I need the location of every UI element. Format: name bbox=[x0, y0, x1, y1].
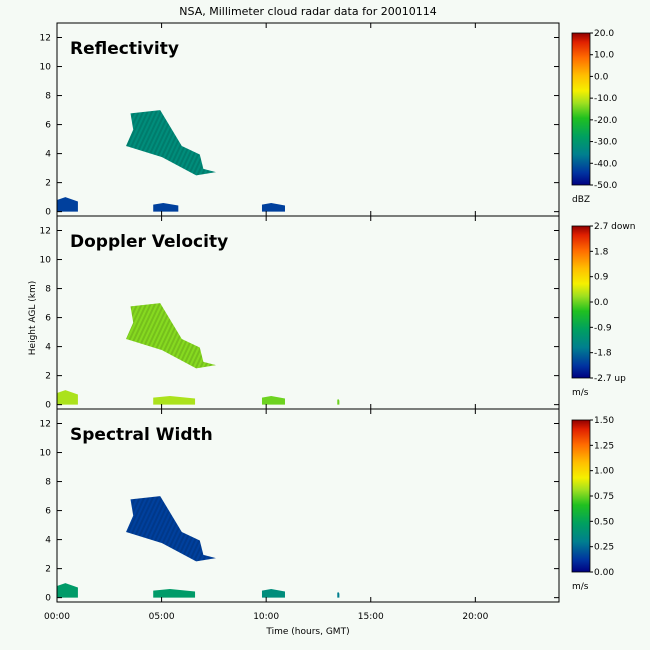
panels-group: 024681012Reflectivity20.010.00.0-10.0-20… bbox=[40, 22, 635, 622]
y-tick-label: 10 bbox=[40, 256, 52, 266]
colorbar bbox=[571, 225, 591, 379]
colorbar-unit: m/s bbox=[572, 582, 589, 592]
plot-frame bbox=[56, 408, 560, 603]
echo-texture bbox=[126, 303, 216, 369]
x-tick-label: 05:00 bbox=[149, 612, 175, 622]
colorbar-tick-label: -40.0 bbox=[594, 159, 618, 169]
colorbar-tick-label: 1.50 bbox=[594, 416, 614, 426]
echo-region bbox=[337, 591, 340, 598]
echo-region bbox=[337, 398, 340, 405]
colorbar-tick-label: 0.25 bbox=[594, 543, 614, 553]
y-tick-label: 6 bbox=[45, 507, 51, 517]
echo-region bbox=[261, 588, 285, 598]
colorbar-tick-label: 2.7 down bbox=[594, 222, 635, 232]
colorbar-tick-label: 1.8 bbox=[594, 247, 609, 257]
y-tick-label: 8 bbox=[45, 92, 51, 102]
colorbar-tick-label: -20.0 bbox=[594, 116, 618, 126]
y-tick-label: 12 bbox=[40, 420, 51, 430]
panel-doppler-velocity: 0 2 4 6 8 10 12 Doppler Velocity 2.7 down 1.8 0.9 0… bbox=[40, 215, 635, 411]
y-tick-label: 6 bbox=[45, 314, 51, 324]
y-tick-label: 12 bbox=[40, 227, 51, 237]
x-tick-label: 20:00 bbox=[462, 612, 488, 622]
figure-title: NSA, Millimeter cloud radar data for 200… bbox=[179, 5, 436, 18]
echo-region bbox=[153, 588, 196, 598]
y-tick-label: 4 bbox=[45, 343, 51, 353]
y-tick-label: 4 bbox=[45, 150, 51, 160]
x-tick-label: 10:00 bbox=[253, 612, 279, 622]
colorbar-tick-label: 1.25 bbox=[594, 441, 614, 451]
y-tick-label: 2 bbox=[45, 179, 51, 189]
y-tick-label: 12 bbox=[40, 34, 51, 44]
panel-title: Doppler Velocity bbox=[70, 232, 228, 252]
colorbar-tick-label: 0.0 bbox=[594, 298, 609, 308]
colorbar bbox=[571, 419, 591, 573]
colorbar-tick-label: 0.50 bbox=[594, 517, 614, 527]
echo-texture bbox=[126, 496, 216, 562]
echo-region bbox=[57, 583, 78, 598]
echo-region bbox=[57, 197, 78, 212]
colorbar-tick-label: -10.0 bbox=[594, 94, 618, 104]
y-axis-label: Height AGL (km) bbox=[28, 281, 38, 355]
y-tick-label: 4 bbox=[45, 536, 51, 546]
x-tick-label: 00:00 bbox=[44, 612, 70, 622]
colorbar-tick-label: 0.00 bbox=[594, 568, 614, 578]
echo-region bbox=[261, 202, 285, 212]
panel-reflectivity: 0 2 4 6 8 10 12 Reflectivity 20.0 10.0 0.0 -10.0 -20… bbox=[40, 22, 618, 218]
colorbar bbox=[571, 32, 591, 186]
echo-texture bbox=[126, 110, 216, 176]
panel-title: Spectral Width bbox=[70, 425, 213, 445]
y-tick-label: 2 bbox=[45, 372, 51, 382]
echo-region bbox=[261, 395, 285, 405]
colorbar-tick-label: 10.0 bbox=[594, 51, 614, 61]
echo-region bbox=[153, 202, 179, 212]
panel-title: Reflectivity bbox=[70, 39, 179, 59]
y-tick-label: 6 bbox=[45, 121, 51, 131]
colorbar-unit: m/s bbox=[572, 388, 589, 398]
y-tick-label: 0 bbox=[45, 594, 51, 604]
x-axis-label: Time (hours, GMT) bbox=[265, 627, 349, 637]
colorbar-tick-label: 0.9 bbox=[594, 273, 609, 283]
echo-region bbox=[153, 395, 196, 405]
y-tick-label: 2 bbox=[45, 565, 51, 575]
colorbar-tick-label: -1.8 bbox=[594, 349, 612, 359]
y-tick-label: 8 bbox=[45, 478, 51, 488]
colorbar-tick-label: 0.75 bbox=[594, 492, 614, 502]
colorbar-tick-label: -2.7 up bbox=[594, 374, 626, 384]
colorbar-tick-label: -30.0 bbox=[594, 138, 618, 148]
colorbar-unit: dBZ bbox=[572, 195, 590, 205]
y-tick-label: 10 bbox=[40, 63, 52, 73]
y-tick-label: 0 bbox=[45, 208, 51, 218]
y-tick-label: 8 bbox=[45, 285, 51, 295]
colorbar-tick-label: 1.00 bbox=[594, 467, 614, 477]
colorbar-tick-label: -0.9 bbox=[594, 323, 612, 333]
y-tick-label: 10 bbox=[40, 449, 52, 459]
echo-region bbox=[57, 390, 78, 405]
colorbar-tick-label: 20.0 bbox=[594, 29, 614, 39]
colorbar-tick-label: 0.0 bbox=[594, 72, 609, 82]
x-tick-label: 15:00 bbox=[358, 612, 384, 622]
y-tick-label: 0 bbox=[45, 401, 51, 411]
colorbar-tick-label: -50.0 bbox=[594, 181, 618, 191]
panel-spectral-width: 0 2 4 6 8 10 12 00:00 05:00 10:00 15:00 20:00 Spectr… bbox=[40, 408, 614, 622]
